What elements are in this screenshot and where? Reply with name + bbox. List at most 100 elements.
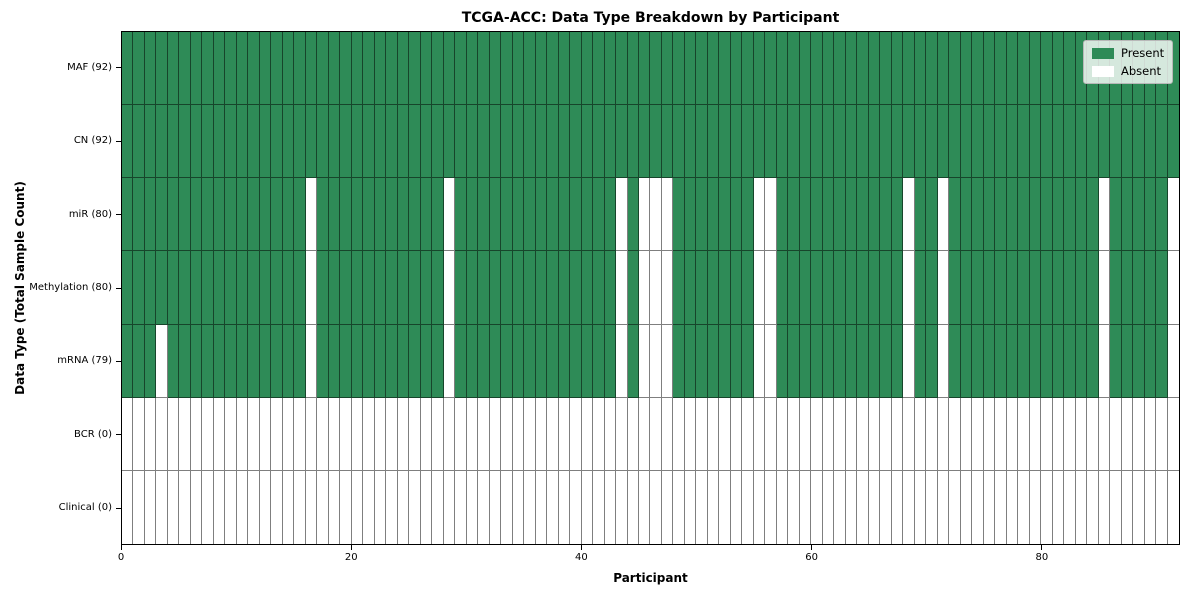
heatmap-cell xyxy=(822,324,835,398)
heatmap-cell xyxy=(845,105,858,179)
heatmap-cell xyxy=(294,397,306,471)
heatmap-cell xyxy=(776,397,789,471)
heatmap-cell xyxy=(351,32,364,106)
heatmap-cell xyxy=(294,178,306,252)
heatmap-cell xyxy=(1156,324,1168,398)
heatmap-cell xyxy=(167,470,180,544)
heatmap-cell xyxy=(1133,251,1145,325)
heatmap-cell xyxy=(1052,470,1065,544)
heatmap-cell xyxy=(202,178,214,252)
legend-swatch-absent xyxy=(1092,65,1114,77)
heatmap-cell xyxy=(501,105,513,179)
y-tick-label: MAF (92) xyxy=(67,61,112,73)
heatmap-cell xyxy=(937,105,950,179)
heatmap-cell xyxy=(673,324,685,398)
heatmap-cell xyxy=(1087,397,1099,471)
heatmap-cell xyxy=(1110,324,1122,398)
heatmap-cell xyxy=(236,324,249,398)
heatmap-cell xyxy=(1041,470,1053,544)
heatmap-cell xyxy=(167,178,180,252)
x-tick-label: 80 xyxy=(1035,552,1049,563)
heatmap-cell xyxy=(914,251,927,325)
heatmap-cell xyxy=(627,397,639,471)
heatmap-cell xyxy=(409,470,421,544)
heatmap-cell xyxy=(501,32,513,106)
x-tick-mark xyxy=(580,545,582,550)
y-tick-mark xyxy=(116,360,121,362)
heatmap-cell xyxy=(558,470,571,544)
heatmap-cell xyxy=(661,105,674,179)
heatmap-cell xyxy=(880,32,892,106)
heatmap-cell xyxy=(960,470,973,544)
heatmap-cell xyxy=(949,324,961,398)
heatmap-cell xyxy=(501,324,513,398)
heatmap-cell xyxy=(776,105,789,179)
heatmap-cell xyxy=(868,178,881,252)
heatmap-cell xyxy=(845,32,858,106)
heatmap-cell xyxy=(765,105,777,179)
heatmap-cell xyxy=(857,178,869,252)
heatmap-cell xyxy=(535,397,548,471)
heatmap-cell xyxy=(661,32,674,106)
heatmap-cell xyxy=(1064,251,1076,325)
x-tick-mark xyxy=(1041,545,1043,550)
heatmap-cell xyxy=(144,470,157,544)
heatmap-cell xyxy=(547,178,559,252)
heatmap-cell xyxy=(248,178,260,252)
y-tick-mark xyxy=(116,434,121,436)
heatmap-cell xyxy=(834,397,846,471)
heatmap-cell xyxy=(374,32,387,106)
heatmap-cell xyxy=(328,32,341,106)
heatmap-cell xyxy=(822,32,835,106)
heatmap-cell xyxy=(949,251,961,325)
heatmap-cell xyxy=(317,251,329,325)
heatmap-cell xyxy=(684,32,697,106)
heatmap-cell xyxy=(639,251,651,325)
heatmap-cell xyxy=(570,32,582,106)
heatmap-cell xyxy=(1064,470,1076,544)
heatmap-cell xyxy=(1098,105,1111,179)
heatmap-cell xyxy=(340,178,352,252)
heatmap-cell xyxy=(547,470,559,544)
heatmap-cell xyxy=(730,251,743,325)
heatmap-cell xyxy=(627,251,639,325)
heatmap-cell xyxy=(581,178,594,252)
heatmap-cell xyxy=(937,470,950,544)
heatmap-cell xyxy=(730,105,743,179)
y-tick-mark xyxy=(116,67,121,69)
heatmap-cell xyxy=(799,324,812,398)
heatmap-cell xyxy=(972,32,984,106)
heatmap-cell xyxy=(351,178,364,252)
heatmap-cell xyxy=(776,470,789,544)
heatmap-cell xyxy=(397,251,410,325)
heatmap-cell xyxy=(593,251,605,325)
heatmap-cell xyxy=(271,251,283,325)
heatmap-cell xyxy=(616,32,628,106)
heatmap-cell xyxy=(535,470,548,544)
heatmap-cell xyxy=(1052,251,1065,325)
heatmap-cell xyxy=(1018,397,1030,471)
heatmap-cell xyxy=(765,397,777,471)
heatmap-cell xyxy=(753,470,766,544)
heatmap-cell xyxy=(684,470,697,544)
heatmap-cell xyxy=(1029,251,1042,325)
heatmap-cell xyxy=(1052,397,1065,471)
heatmap-cell xyxy=(167,324,180,398)
heatmap-cell xyxy=(374,251,387,325)
heatmap-cell xyxy=(420,251,433,325)
heatmap-cell xyxy=(937,324,950,398)
heatmap-cell xyxy=(972,178,984,252)
heatmap-cell xyxy=(1144,470,1157,544)
heatmap-cell xyxy=(213,324,226,398)
heatmap-cell xyxy=(834,105,846,179)
heatmap-cell xyxy=(1064,178,1076,252)
heatmap-cell xyxy=(305,324,318,398)
heatmap-cell xyxy=(271,324,283,398)
heatmap-cell xyxy=(524,470,536,544)
heatmap-cell xyxy=(547,324,559,398)
heatmap-cell xyxy=(1006,251,1019,325)
heatmap-cell xyxy=(616,397,628,471)
heatmap-cell xyxy=(822,470,835,544)
heatmap-cell xyxy=(1029,397,1042,471)
heatmap-cell xyxy=(213,397,226,471)
